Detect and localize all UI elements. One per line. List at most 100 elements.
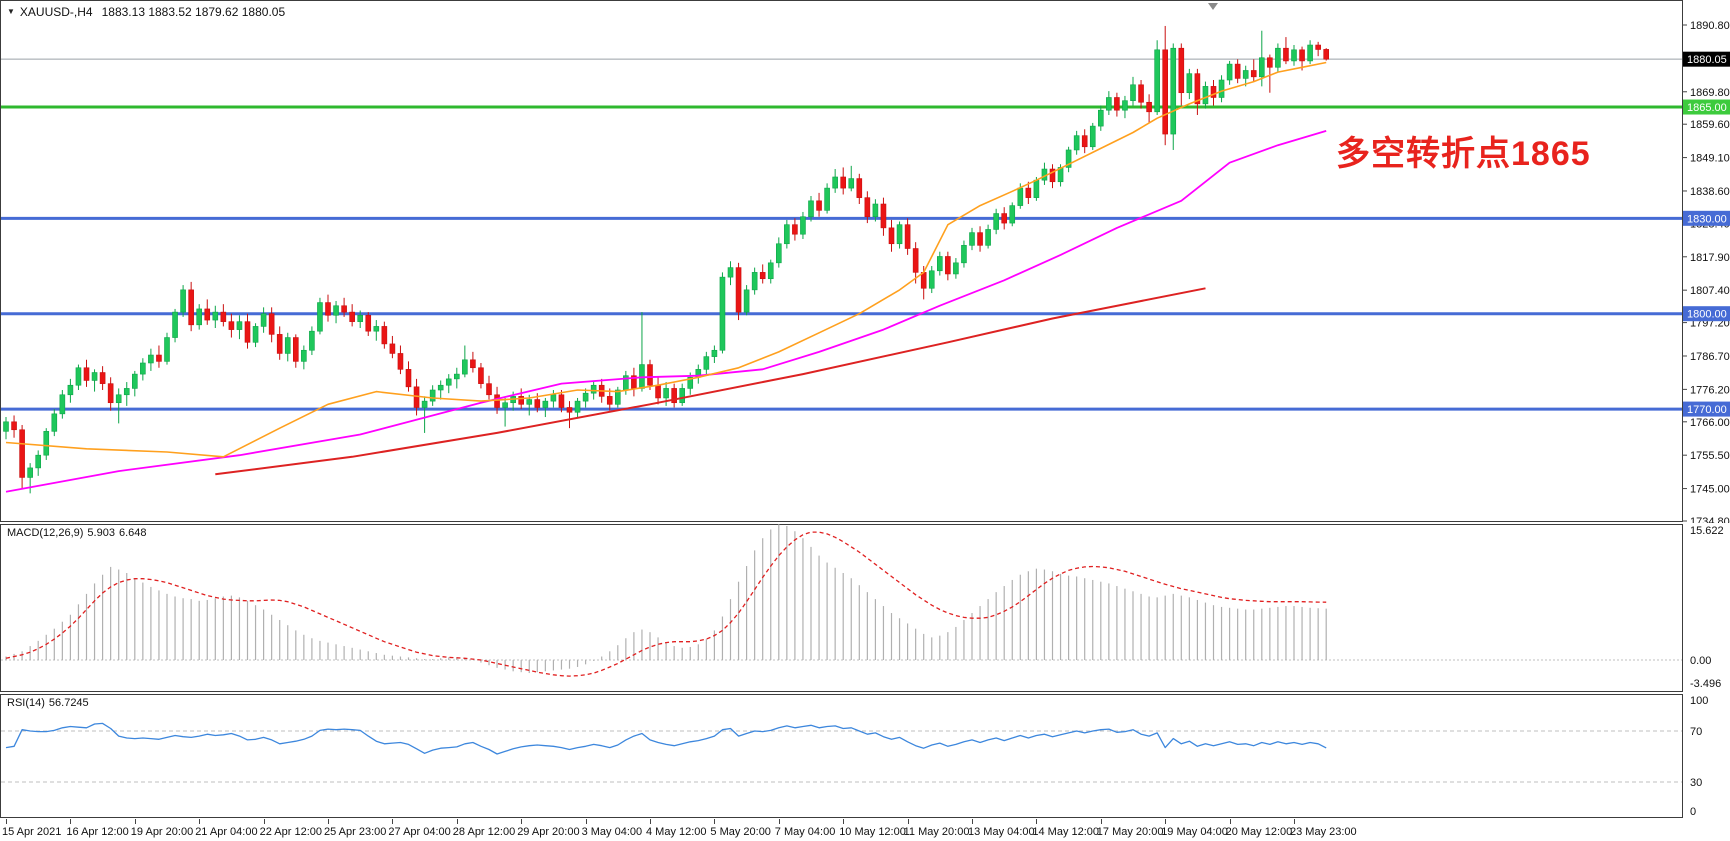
macd-header: MACD(12,26,9) 5.903 6.648: [7, 527, 150, 539]
macd-histogram-series: [5, 524, 1327, 674]
main-price-panel[interactable]: 1890.801869.801859.601849.101838.601828.…: [0, 0, 1730, 523]
candles-series: [3, 25, 1329, 494]
rsi-line: [5, 722, 1327, 755]
time-label: 29 Apr 20:00: [517, 826, 580, 838]
time-tick: [1100, 819, 1102, 824]
time-label: 15 Apr 2021: [2, 826, 62, 838]
time-label: 27 Apr 04:00: [388, 826, 451, 838]
symbol-dropdown-icon[interactable]: ▼: [7, 7, 15, 16]
rsi-plot-border: [0, 694, 1683, 818]
time-axis[interactable]: 15 Apr 2021 16 Apr 12:00 19 Apr 20:00 21 Ap…: [0, 819, 1730, 841]
rsi-header: RSI(14) 56.7245: [7, 697, 93, 709]
time-tick: [6, 819, 7, 824]
time-label: 14 May 12:00: [1032, 826, 1100, 838]
time-tick: [134, 819, 136, 824]
chart-title: ▼ XAUUSD-,H4 1883.13 1883.52 1879.62 1880.…: [7, 5, 285, 19]
time-tick: [1229, 819, 1231, 824]
price-box-label: 1830.00: [1687, 213, 1727, 225]
time-label: 10 May 12:00: [839, 826, 906, 838]
ma-slow-line: [215, 287, 1206, 476]
time-tick: [1294, 819, 1295, 824]
time-tick: [70, 819, 72, 824]
time-label: 7 May 04:00: [774, 826, 836, 838]
time-tick: [972, 819, 973, 824]
price-box: [1683, 99, 1730, 115]
time-label: 13 May 04:00: [968, 826, 1035, 838]
price-box-label: 1800.00: [1687, 309, 1727, 321]
price-tick-label: 1755.50: [1690, 450, 1730, 462]
ohlc-values: 1883.13 1883.52 1879.62 1880.05: [101, 5, 286, 19]
macd-scale-label: 0.00: [1690, 655, 1711, 667]
time-tick: [1036, 819, 1038, 824]
time-label: 5 May 20:00: [710, 826, 771, 838]
ma-fast-line: [5, 61, 1327, 458]
time-tick: [456, 819, 458, 824]
time-label: 19 May 04:00: [1161, 826, 1228, 838]
time-label: 21 Apr 04:00: [195, 826, 258, 838]
time-label: 28 Apr 12:00: [452, 826, 516, 838]
price-tick-label: 1849.10: [1690, 153, 1730, 165]
macd-scale-label: 15.622: [1690, 525, 1724, 537]
main-plot-border: [0, 0, 1683, 522]
price-tick-label: 1786.70: [1690, 351, 1730, 363]
macd-signal-line: [5, 531, 1327, 677]
price-tick-label: 1859.60: [1690, 119, 1730, 131]
macd-scale-label: -3.496: [1690, 678, 1721, 690]
macd-value-signal: 6.648: [118, 527, 147, 539]
time-tick: [585, 819, 587, 824]
price-tick-label: 1807.40: [1690, 285, 1730, 297]
time-tick: [843, 819, 845, 824]
time-tick: [521, 819, 523, 824]
price-box-label: 1865.00: [1687, 102, 1727, 114]
price-box: [1683, 306, 1730, 322]
macd-label: MACD(12,26,9): [7, 527, 84, 539]
candlestick-chart-canvas[interactable]: 1890.801869.801859.601849.101838.601828.…: [0, 0, 1730, 523]
rsi-chart-canvas[interactable]: 100 70 30 0: [0, 694, 1730, 818]
rsi-scale-label: 70: [1690, 726, 1702, 738]
macd-panel[interactable]: 15.622 0.00 -3.496: [0, 524, 1730, 692]
ma-mid-line: [5, 130, 1327, 493]
rsi-label: RSI(14): [7, 697, 45, 709]
time-tick: [714, 819, 716, 824]
time-label: 23 May 23:00: [1290, 826, 1357, 838]
price-tick-label: 1838.60: [1690, 186, 1730, 198]
time-tick: [328, 819, 329, 824]
price-box-label: 1770.00: [1687, 404, 1727, 416]
symbol-timeframe-label: XAUUSD-,H4: [19, 5, 93, 19]
price-tick-label: 1734.80: [1690, 516, 1730, 523]
price-tick-label: 1817.90: [1690, 252, 1730, 264]
time-label: 19 Apr 20:00: [130, 826, 194, 838]
time-tick: [650, 819, 651, 824]
time-label: 3 May 04:00: [581, 826, 643, 838]
time-label: 25 Apr 23:00: [324, 826, 387, 838]
price-tick-label: 1890.80: [1690, 20, 1730, 32]
time-label: 20 May 12:00: [1225, 826, 1293, 838]
price-tick-label: 1776.20: [1690, 384, 1730, 396]
time-tick: [778, 819, 780, 824]
annotation-text: 多空转折点1865: [1336, 135, 1591, 173]
time-tick: [392, 819, 394, 824]
macd-value-main: 5.903: [87, 527, 115, 539]
price-box: [1683, 51, 1730, 67]
time-label: 16 Apr 12:00: [66, 826, 129, 838]
rsi-panel[interactable]: 100 70 30 0: [0, 694, 1730, 818]
price-box: [1683, 401, 1730, 417]
time-tick: [263, 819, 265, 824]
price-box: [1683, 210, 1730, 226]
rsi-scale-label: 0: [1690, 806, 1696, 818]
time-label: 4 May 12:00: [646, 826, 707, 838]
price-tick-label: 1869.80: [1690, 87, 1730, 99]
time-label: 22 Apr 12:00: [259, 826, 322, 838]
price-tick-label: 1745.00: [1690, 484, 1730, 496]
rsi-value: 56.7245: [48, 697, 89, 709]
rsi-scale-label: 30: [1690, 777, 1702, 789]
chart-shift-icon: [1208, 3, 1218, 10]
rsi-scale-label: 100: [1690, 695, 1708, 707]
macd-plot-border: [0, 524, 1683, 692]
time-tick: [199, 819, 201, 824]
macd-chart-canvas[interactable]: 15.622 0.00 -3.496: [0, 524, 1730, 692]
price-tick-label: 1766.00: [1690, 417, 1730, 429]
time-label: 17 May 20:00: [1096, 826, 1164, 838]
time-label: 11 May 20:00: [903, 826, 970, 838]
